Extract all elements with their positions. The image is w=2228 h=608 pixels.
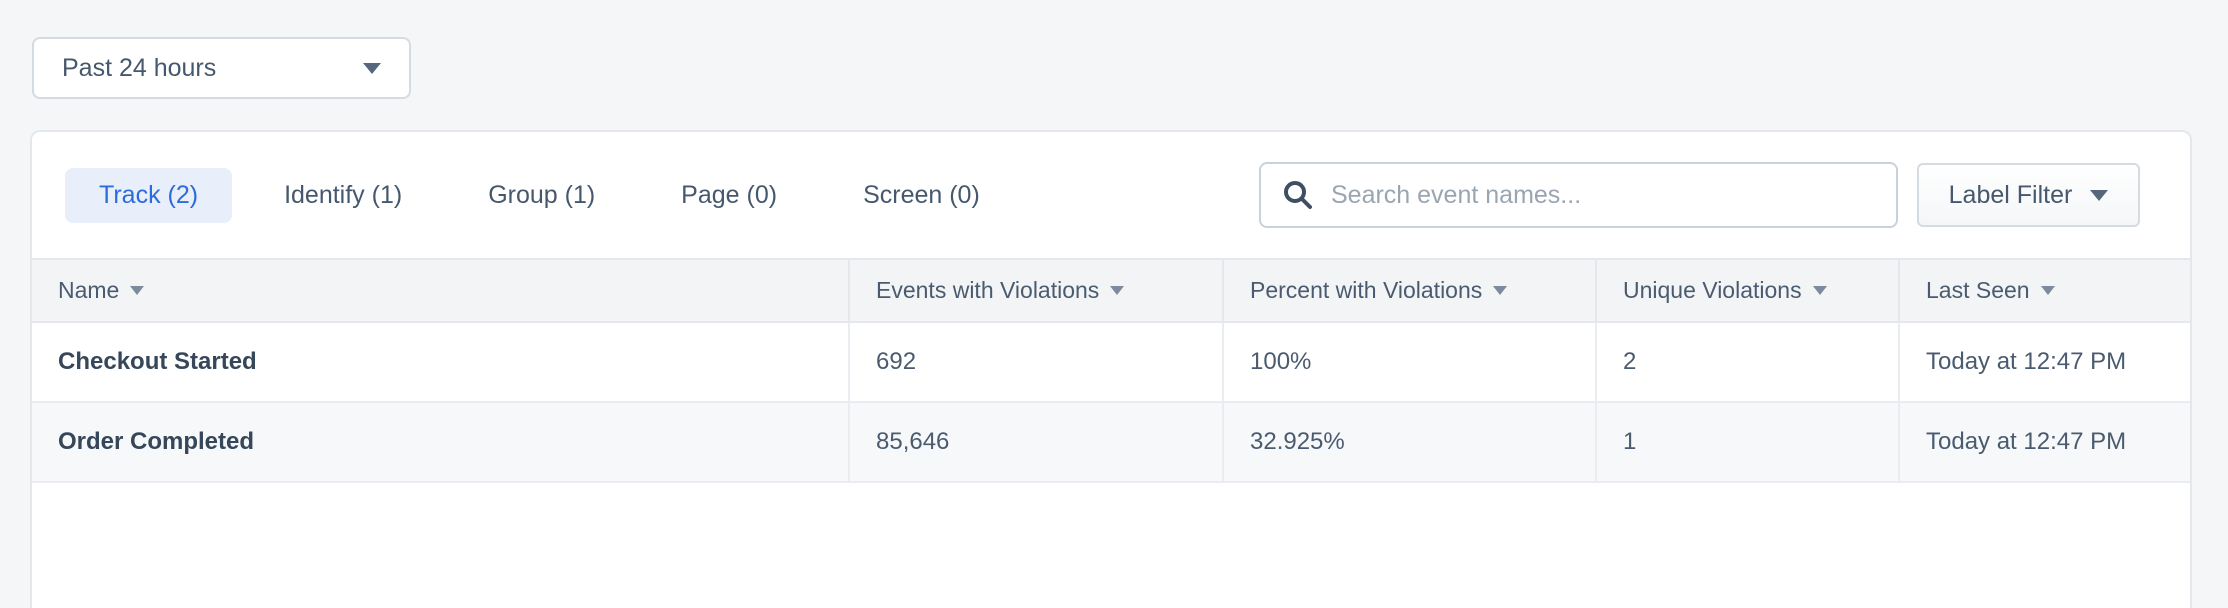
column-header-label: Percent with Violations <box>1250 277 1483 303</box>
tab-screen-label: Screen (0) <box>863 180 980 209</box>
column-header-last-seen[interactable]: Last Seen <box>1898 260 2190 321</box>
column-header-label: Name <box>58 277 120 303</box>
search-input[interactable] <box>1331 180 1876 210</box>
cell-last-seen: Today at 12:47 PM <box>1898 403 2190 481</box>
time-range-label: Past 24 hours <box>62 53 217 82</box>
tab-page-label: Page (0) <box>681 180 778 209</box>
cell-percent-with-violations: 32.925% <box>1222 403 1595 481</box>
cell-value: Today at 12:47 PM <box>1926 428 2127 455</box>
tab-track[interactable]: Track (2) <box>65 167 233 223</box>
cell-events-with-violations: 85,646 <box>848 403 1222 481</box>
column-header-name[interactable]: Name <box>32 260 848 321</box>
tab-group[interactable]: Group (1) <box>454 168 629 223</box>
tab-track-label: Track (2) <box>99 180 199 209</box>
column-header-label: Events with Violations <box>876 277 1100 303</box>
cell-last-seen: Today at 12:47 PM <box>1898 323 2190 401</box>
cell-events-with-violations: 692 <box>848 323 1222 401</box>
label-filter-label: Label Filter <box>1948 180 2073 209</box>
tab-group-label: Group (1) <box>488 180 596 209</box>
search-box <box>1259 162 1898 228</box>
column-header-unique-violations[interactable]: Unique Violations <box>1595 260 1898 321</box>
table-row[interactable]: Checkout Started 692 100% 2 Today at 12:… <box>32 323 2190 403</box>
cell-value: 85,646 <box>876 428 950 455</box>
cell-percent-with-violations: 100% <box>1222 323 1595 401</box>
cell-unique-violations: 1 <box>1595 403 1898 481</box>
column-header-percent-with-violations[interactable]: Percent with Violations <box>1222 260 1595 321</box>
sort-caret-icon <box>1110 286 1125 295</box>
cell-value: 32.925% <box>1250 428 1345 455</box>
search-icon <box>1284 181 1312 209</box>
tab-identify[interactable]: Identify (1) <box>250 168 436 223</box>
event-type-tabs: Track (2) Identify (1) Group (1) Page (0… <box>65 167 1014 223</box>
cell-value: 1 <box>1623 428 1637 455</box>
column-header-events-with-violations[interactable]: Events with Violations <box>848 260 1222 321</box>
label-filter-button[interactable]: Label Filter <box>1917 163 2140 227</box>
cell-value: 692 <box>876 348 917 375</box>
chevron-down-icon <box>363 62 381 74</box>
event-name: Order Completed <box>58 428 255 455</box>
table-row[interactable]: Order Completed 85,646 32.925% 1 Today a… <box>32 403 2190 483</box>
table-header-row: Name Events with Violations Percent with… <box>32 258 2190 323</box>
violations-card: Track (2) Identify (1) Group (1) Page (0… <box>30 130 2192 608</box>
column-header-label: Last Seen <box>1926 277 2030 303</box>
cell-name: Order Completed <box>32 403 848 481</box>
cell-value: 100% <box>1250 348 1312 375</box>
sort-caret-icon <box>1812 286 1827 295</box>
cell-unique-violations: 2 <box>1595 323 1898 401</box>
tab-page[interactable]: Page (0) <box>647 168 811 223</box>
toolbar: Track (2) Identify (1) Group (1) Page (0… <box>32 132 2190 258</box>
column-header-label: Unique Violations <box>1623 277 1802 303</box>
tab-identify-label: Identify (1) <box>284 180 403 209</box>
cell-value: Today at 12:47 PM <box>1926 348 2127 375</box>
cell-name: Checkout Started <box>32 323 848 401</box>
tab-screen[interactable]: Screen (0) <box>829 168 1014 223</box>
sort-caret-icon <box>1493 286 1508 295</box>
cell-value: 2 <box>1623 348 1637 375</box>
violations-table: Name Events with Violations Percent with… <box>32 258 2190 483</box>
chevron-down-icon <box>2090 189 2109 201</box>
sort-caret-icon <box>2040 286 2055 295</box>
sort-caret-icon <box>130 286 145 295</box>
event-name: Checkout Started <box>58 348 257 375</box>
time-range-dropdown[interactable]: Past 24 hours <box>32 37 411 99</box>
